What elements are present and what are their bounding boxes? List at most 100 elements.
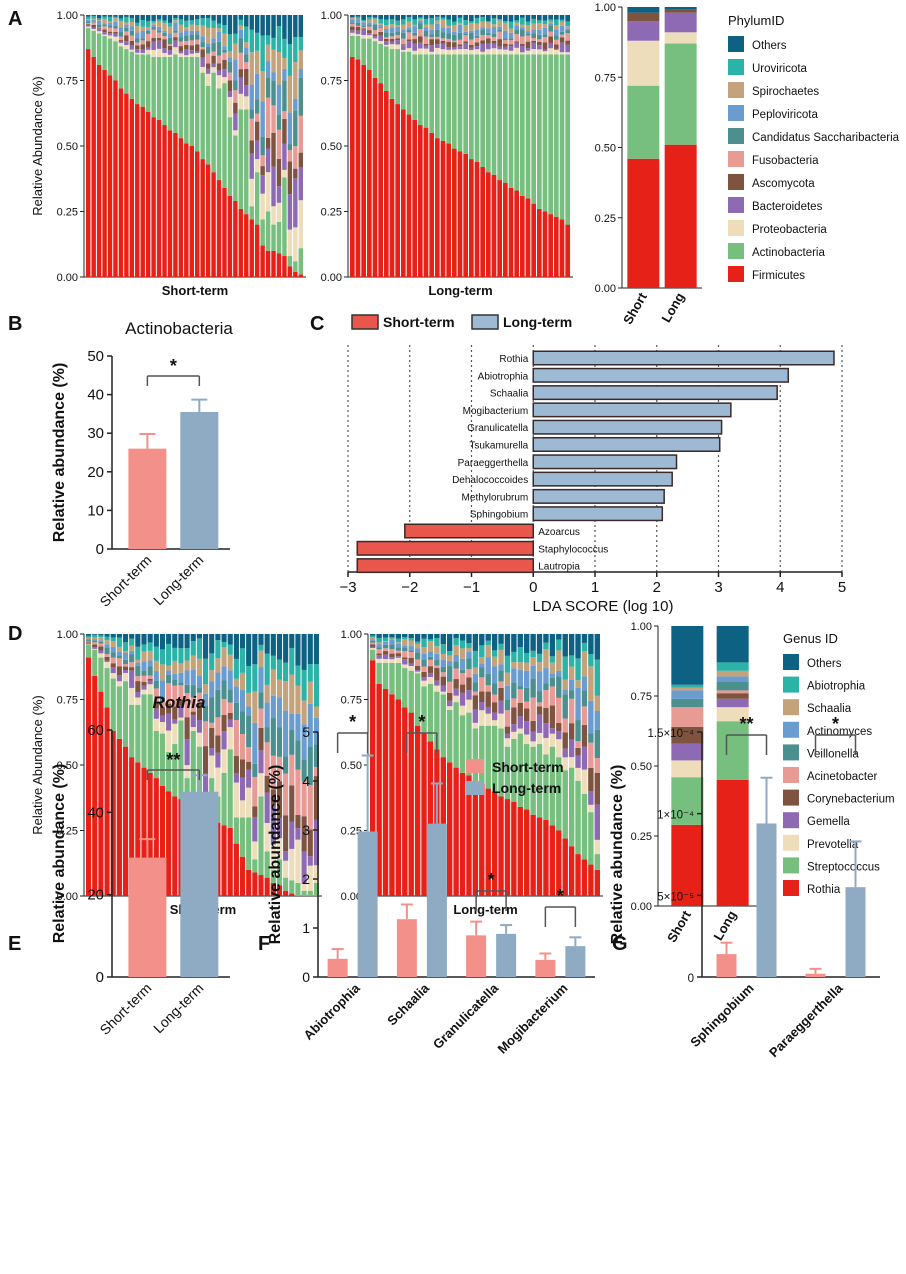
sample-bar-segment xyxy=(313,706,319,718)
sample-bar-segment xyxy=(542,51,548,55)
sample-bar-segment xyxy=(447,692,453,701)
sample-bar-segment xyxy=(86,24,91,25)
sample-bar-segment xyxy=(355,18,361,20)
sample-bar-segment xyxy=(140,52,145,55)
sample-bar-segment xyxy=(227,702,233,713)
sample-bar-segment xyxy=(414,643,421,649)
sample-bar-segment xyxy=(382,637,389,642)
legend-item-label: Acinetobacter xyxy=(807,771,877,783)
sample-bar-segment xyxy=(200,57,205,67)
sample-bar-segment xyxy=(293,15,298,37)
sample-bar-segment xyxy=(293,178,298,228)
y-tick-label: 0.25 xyxy=(321,207,342,219)
sample-bar-segment xyxy=(530,731,536,742)
sample-bar-segment xyxy=(283,773,289,816)
sample-bar-segment xyxy=(452,21,457,26)
sample-bar-segment xyxy=(162,32,167,37)
sample-bar-actinobacteria xyxy=(474,54,480,162)
sample-bar-segment xyxy=(147,675,153,679)
sample-bar-segment xyxy=(153,718,159,731)
sample-bar-segment xyxy=(524,652,530,663)
sample-bar-segment xyxy=(562,656,568,680)
sample-bar-segment xyxy=(184,49,189,56)
sample-bar-segment xyxy=(254,15,260,33)
sample-bar-segment xyxy=(172,679,178,686)
sample-bar-segment xyxy=(307,856,313,866)
x-axis-label: Long-term xyxy=(453,902,517,917)
sample-bar-segment xyxy=(514,29,519,35)
sample-bar-actinobacteria xyxy=(497,54,502,181)
sample-bar-actinobacteria xyxy=(298,248,303,275)
sample-bar-segment xyxy=(140,49,145,53)
sample-bar-segment xyxy=(530,665,536,679)
sample-bar-segment xyxy=(116,637,122,647)
sample-bar-segment xyxy=(239,759,246,778)
sample-bar-segment xyxy=(102,23,107,25)
sample-bar-segment xyxy=(313,819,319,866)
sample-bar-segment xyxy=(289,754,295,786)
sample-bar-segment xyxy=(227,644,233,655)
sample-bar-segment xyxy=(401,44,406,46)
sample-bar-segment xyxy=(565,52,570,55)
sample-bar-segment xyxy=(575,687,581,721)
sample-bar-segment xyxy=(588,733,594,743)
sample-bar-segment xyxy=(238,69,244,78)
sample-bar-actinobacteria xyxy=(107,38,113,76)
sample-bar-segment xyxy=(151,24,156,27)
sample-bar-segment xyxy=(222,59,227,70)
y-tick-label: 1×10⁻⁴ xyxy=(657,810,694,822)
sample-bar-segment xyxy=(295,634,301,666)
sample-bar-segment xyxy=(384,41,389,45)
sample-bar-rothia xyxy=(276,885,283,896)
sample-bar-segment xyxy=(91,16,96,19)
sample-bar-segment xyxy=(283,662,289,682)
sample-bar-segment xyxy=(258,708,264,728)
sample-bar-segment xyxy=(543,737,549,755)
sample-bar-segment xyxy=(536,691,543,703)
sample-bar-segment xyxy=(159,707,166,716)
sample-bar-segment xyxy=(129,638,135,646)
sample-bar-segment xyxy=(86,642,92,644)
sample-bar-segment xyxy=(537,45,542,50)
sample-bar-segment xyxy=(222,52,227,60)
sample-bar-segment xyxy=(260,193,265,220)
y-tick-label: 0.50 xyxy=(321,141,342,153)
sample-bar-segment xyxy=(172,660,178,674)
sample-bar-firmicutes xyxy=(469,159,474,277)
sample-bar-firmicutes xyxy=(151,117,156,278)
sample-bar-streptococcus xyxy=(556,757,562,831)
sample-bar-segment xyxy=(559,52,565,55)
sample-bar-streptococcus xyxy=(408,670,414,713)
lda-label: Schaalia xyxy=(490,389,529,400)
sample-bar-segment xyxy=(421,638,427,648)
sample-bar-segment xyxy=(276,679,283,698)
category-label: Short xyxy=(620,289,650,326)
sample-bar-segment xyxy=(486,21,491,23)
sample-bar-segment xyxy=(265,137,271,149)
sample-bar-segment xyxy=(514,20,519,23)
sample-bar-segment xyxy=(135,32,140,39)
sample-bar-segment xyxy=(463,31,468,34)
sample-bar-segment xyxy=(412,19,417,25)
sample-bar-segment xyxy=(215,752,221,768)
sample-bar-segment xyxy=(271,80,276,106)
y-tick-label: 0.50 xyxy=(57,141,78,153)
sample-bar-segment xyxy=(86,639,92,641)
sample-bar-segment xyxy=(402,647,408,652)
sample-bar-segment xyxy=(271,206,276,225)
sample-bar-segment xyxy=(565,40,570,45)
panel-label-a: A xyxy=(8,8,22,30)
sample-bar-rothia xyxy=(153,778,159,896)
sample-bar-segment xyxy=(412,26,417,33)
sample-bar-firmicutes xyxy=(271,250,276,277)
legend-label-long: Long-term xyxy=(492,780,561,796)
sample-bar-segment xyxy=(503,22,508,31)
sample-bar-segment xyxy=(406,48,412,52)
sample-bar-segment xyxy=(508,38,514,41)
sample-bar-segment xyxy=(511,662,517,669)
sample-bar-segment xyxy=(434,637,440,647)
sample-bar-segment xyxy=(145,29,151,31)
summary-bar-gemella xyxy=(671,743,704,761)
legend-swatch-short xyxy=(351,314,379,330)
